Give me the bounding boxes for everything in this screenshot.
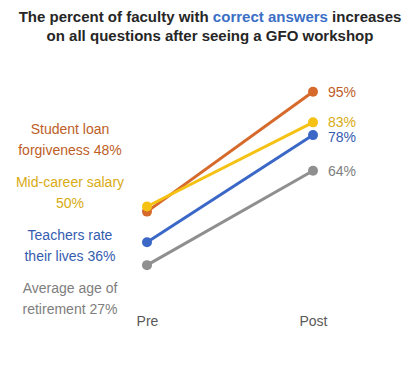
series-label: Mid-career salary 50% [16, 174, 124, 211]
data-label: 83% [328, 114, 356, 130]
series-line [147, 122, 313, 206]
point [308, 166, 318, 176]
series-line [147, 135, 313, 242]
title-word: with [175, 8, 209, 25]
series-label-line: Average age of [23, 280, 118, 296]
series-label-line: 50% [56, 195, 84, 211]
series-label: Teachers rate their lives 36% [24, 227, 115, 264]
title: The percent of faculty with correct answ… [19, 8, 402, 44]
title-word: correct [209, 8, 264, 25]
x-axis: Pre Post [137, 306, 328, 329]
title-word: of [104, 8, 123, 25]
title-word: after [161, 27, 198, 44]
point [142, 202, 152, 212]
title-word: workshop [298, 27, 373, 44]
series-line [147, 171, 313, 265]
plot-area [142, 87, 318, 270]
title-word: questions [86, 27, 161, 44]
series-label-line: their lives 36% [24, 248, 115, 264]
title-word: seeing [198, 27, 250, 44]
title-word: on [47, 27, 65, 44]
data-label: 78% [328, 129, 356, 145]
x-tick-label: Post [299, 313, 327, 329]
title-word: percent [45, 8, 103, 25]
chart: The percent of faculty with correct answ… [0, 0, 420, 365]
title-word: increases [328, 8, 401, 25]
title-word: all [65, 27, 86, 44]
data-label: 95% [328, 84, 356, 100]
title-word: faculty [122, 8, 175, 25]
title-word: answers [264, 8, 328, 25]
series-label-line: Mid-career salary [16, 174, 124, 190]
series-label: Student loan forgiveness 48% [18, 121, 122, 158]
series-label: Average age of retirement 27% [23, 280, 118, 317]
title-word: a [249, 27, 262, 44]
title-line: The percent of faculty with correct answ… [19, 8, 402, 25]
point [308, 117, 318, 127]
title-line: on all questions after seeing a GFO work… [47, 27, 374, 44]
series-label-line: Teachers rate [28, 227, 113, 243]
x-tick: Pre [137, 306, 159, 329]
title-word: The [19, 8, 46, 25]
x-tick: Post [299, 306, 327, 329]
data-label: 64% [328, 163, 356, 179]
point [142, 237, 152, 247]
series-label-line: retirement 27% [23, 301, 118, 317]
x-tick-label: Pre [137, 313, 159, 329]
point [142, 260, 152, 270]
series-label-line: forgiveness 48% [18, 142, 122, 158]
series-label-line: Student loan [31, 121, 110, 137]
point [308, 130, 318, 140]
x-axis-line [148, 306, 314, 307]
title-word: GFO [262, 27, 299, 44]
point [308, 87, 318, 97]
